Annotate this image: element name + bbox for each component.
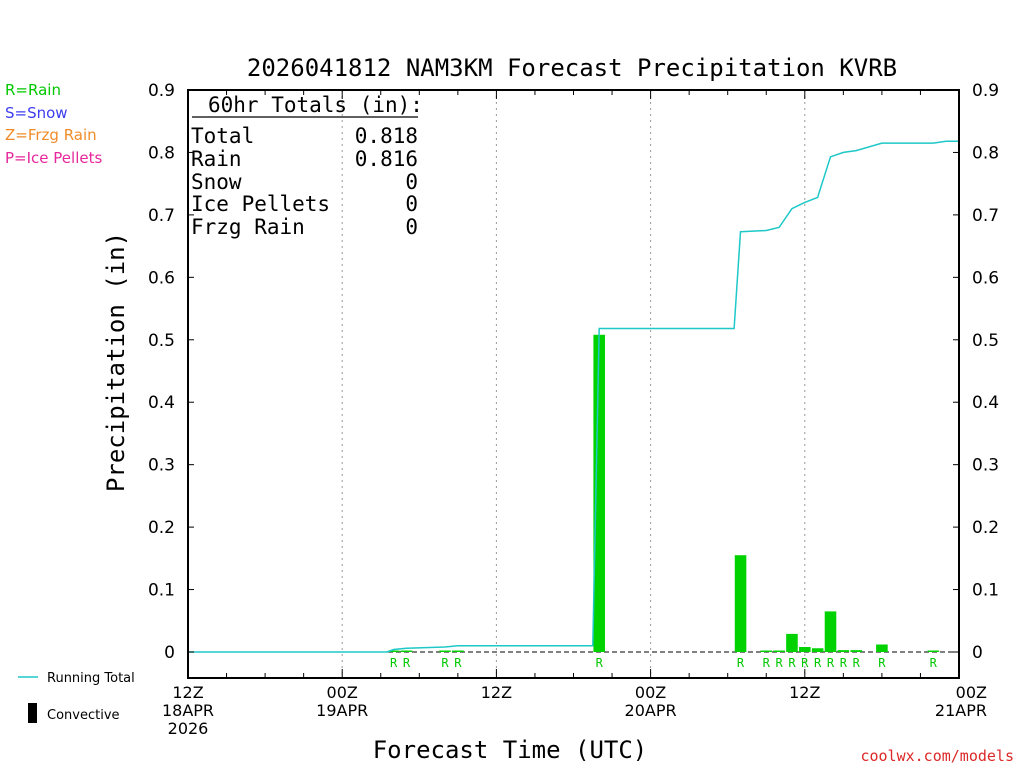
bar-type-label: R: [840, 656, 848, 670]
running-total-legend-label: Running Total: [47, 671, 135, 686]
legend-ice-pellets: P=Ice Pellets: [5, 149, 103, 167]
x-tick-label: 00Z: [635, 683, 666, 702]
running-total-line: [188, 140, 959, 653]
totals-box: 60hr Totals (in): Total 0.818 Rain 0.816…: [191, 93, 423, 239]
bar: [593, 334, 605, 652]
bar-type-label: R: [788, 656, 796, 670]
totals-value-ice-pellets: 0: [405, 192, 418, 216]
bar: [760, 650, 773, 652]
bar: [799, 647, 811, 652]
bar-type-label: R: [775, 656, 783, 670]
bar-series: [387, 334, 940, 652]
x-axis-label: Forecast Time (UTC): [373, 736, 648, 764]
plot-frame: [187, 89, 960, 679]
y-tick-label: 0.6: [972, 268, 999, 288]
y-tick-label: 0.8: [148, 143, 175, 163]
legend-rain: R=Rain: [5, 81, 61, 99]
y-tick-label: 0.3: [972, 456, 999, 476]
y-tick-label: 0.7: [148, 206, 175, 226]
y-tick-label: 0.5: [148, 331, 175, 351]
totals-label-frzg-rain: Frzg Rain: [191, 215, 305, 239]
bar-type-label: R: [454, 656, 462, 670]
chart-title: 2026041812 NAM3KM Forecast Precipitation…: [247, 54, 897, 82]
bar: [824, 611, 837, 652]
y-tick-label: 0.1: [972, 581, 999, 601]
totals-value-snow: 0: [405, 170, 418, 194]
bar-type-label: R: [827, 656, 835, 670]
bar: [927, 650, 940, 652]
x-tick-label: 12Z: [172, 683, 203, 702]
totals-value-frzg-rain: 0: [405, 215, 418, 239]
credit-link[interactable]: coolwx.com/models: [860, 747, 1014, 765]
y-tick-label: 0.4: [148, 393, 175, 413]
y-tick-label: 0.3: [148, 456, 175, 476]
bar: [734, 555, 747, 652]
legend-frzg-rain: Z=Frzg Rain: [5, 126, 97, 144]
totals-value-rain: 0.816: [355, 147, 418, 171]
x-tick-label: 18APR: [162, 701, 214, 720]
totals-value-total: 0.818: [355, 124, 418, 148]
x-tick-label: 00Z: [956, 683, 987, 702]
bar: [452, 650, 464, 652]
bar-type-label: R: [814, 656, 822, 670]
bar-type-label: R: [930, 656, 938, 670]
bar-type-label: R: [737, 656, 745, 670]
grid-lines: [188, 90, 959, 678]
legend-bottom: Running Total Convective: [18, 671, 135, 723]
x-tick-label: 12Z: [789, 683, 820, 702]
bar-type-label: R: [596, 656, 604, 670]
y-tick-label: 0.7: [972, 206, 999, 226]
bar: [400, 650, 413, 652]
y-tick-label: 0.8: [972, 143, 999, 163]
y-axis-right: 0 0.1 0.2 0.3 0.4 0.5 0.6 0.7 0.8 0.9: [953, 81, 999, 663]
bar: [876, 644, 888, 652]
y-tick-label: 0.5: [972, 331, 999, 351]
legend-snow: S=Snow: [5, 104, 68, 122]
y-tick-label: 0.2: [972, 518, 999, 538]
bar-type-label: R: [801, 656, 809, 670]
bar-type-label: R: [853, 656, 861, 670]
y-axis-label: Precipitation (in): [102, 232, 130, 492]
x-tick-label: 12Z: [481, 683, 512, 702]
totals-header: 60hr Totals (in):: [208, 93, 423, 117]
bar: [786, 633, 798, 652]
bar-type-label: R: [390, 656, 398, 670]
y-tick-label: 0.2: [148, 518, 175, 538]
x-tick-label: 2026: [168, 719, 209, 738]
y-tick-label: 0.4: [972, 393, 999, 413]
bar: [387, 650, 400, 652]
totals-label-snow: Snow: [191, 170, 242, 194]
bar: [850, 650, 862, 652]
x-tick-label: 00Z: [327, 683, 358, 702]
y-tick-label: 0.6: [148, 268, 175, 288]
x-tick-label: 19APR: [316, 701, 368, 720]
x-tick-label: 21APR: [935, 701, 987, 720]
bar: [439, 650, 451, 652]
x-tick-label: 20APR: [625, 701, 677, 720]
bar: [837, 650, 850, 652]
y-tick-label: 0: [972, 643, 983, 663]
bar-type-label: R: [403, 656, 411, 670]
y-tick-label: 0: [164, 643, 175, 663]
y-axis-left: 0 0.1 0.2 0.3 0.4 0.5 0.6 0.7 0.8 0.9: [148, 81, 194, 663]
bar-type-label: R: [441, 656, 449, 670]
bar-type-label: R: [763, 656, 771, 670]
y-tick-label: 0.9: [972, 81, 999, 101]
totals-label-ice-pellets: Ice Pellets: [191, 192, 330, 216]
convective-swatch: [28, 703, 37, 723]
bar: [811, 648, 824, 652]
convective-legend-label: Convective: [47, 708, 120, 723]
y-tick-label: 0.1: [148, 581, 175, 601]
y-tick-label: 0.9: [148, 81, 175, 101]
totals-label-rain: Rain: [191, 147, 242, 171]
bar-type-label: R: [878, 656, 886, 670]
totals-label-total: Total: [191, 124, 254, 148]
bar: [773, 650, 785, 652]
